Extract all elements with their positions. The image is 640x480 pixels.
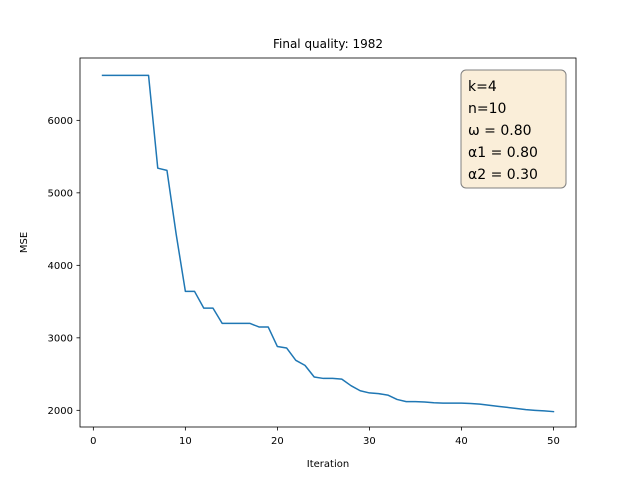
annotation-alpha1: α1 = 0.80 <box>468 145 538 161</box>
annotation-box <box>460 69 567 189</box>
x-tick-label: 50 <box>547 436 560 447</box>
y-tick-label: 3000 <box>48 333 73 344</box>
y-axis-label: MSE <box>19 232 30 253</box>
series-lines <box>101 74 555 413</box>
chart-title: Final quality: 1982 <box>273 37 383 51</box>
x-axis-ticks: 0 10 20 30 40 50 <box>90 427 560 447</box>
annotation-n: n=10 <box>468 101 506 117</box>
y-tick-label: 5000 <box>48 188 73 199</box>
annotation-k: k=4 <box>468 79 497 95</box>
annotation-alpha2: α2 = 0.30 <box>468 167 538 183</box>
x-tick-label: 20 <box>271 436 284 447</box>
x-tick-label: 30 <box>363 436 376 447</box>
x-tick-label: 0 <box>90 436 96 447</box>
annotation-omega: ω = 0.80 <box>468 123 532 139</box>
plot-frame <box>79 57 577 428</box>
parameter-annotation: k=4 n=10 ω = 0.80 α1 = 0.80 α2 = 0.30 <box>460 69 567 189</box>
y-tick-label: 6000 <box>48 116 73 127</box>
y-tick-label: 4000 <box>48 261 73 272</box>
x-tick-label: 10 <box>179 436 192 447</box>
y-axis-ticks: 2000 3000 4000 5000 6000 <box>48 116 80 417</box>
mse-series-line <box>101 74 555 413</box>
x-tick-label: 40 <box>455 436 468 447</box>
y-tick-label: 2000 <box>48 406 73 417</box>
x-axis-label: Iteration <box>307 459 349 470</box>
